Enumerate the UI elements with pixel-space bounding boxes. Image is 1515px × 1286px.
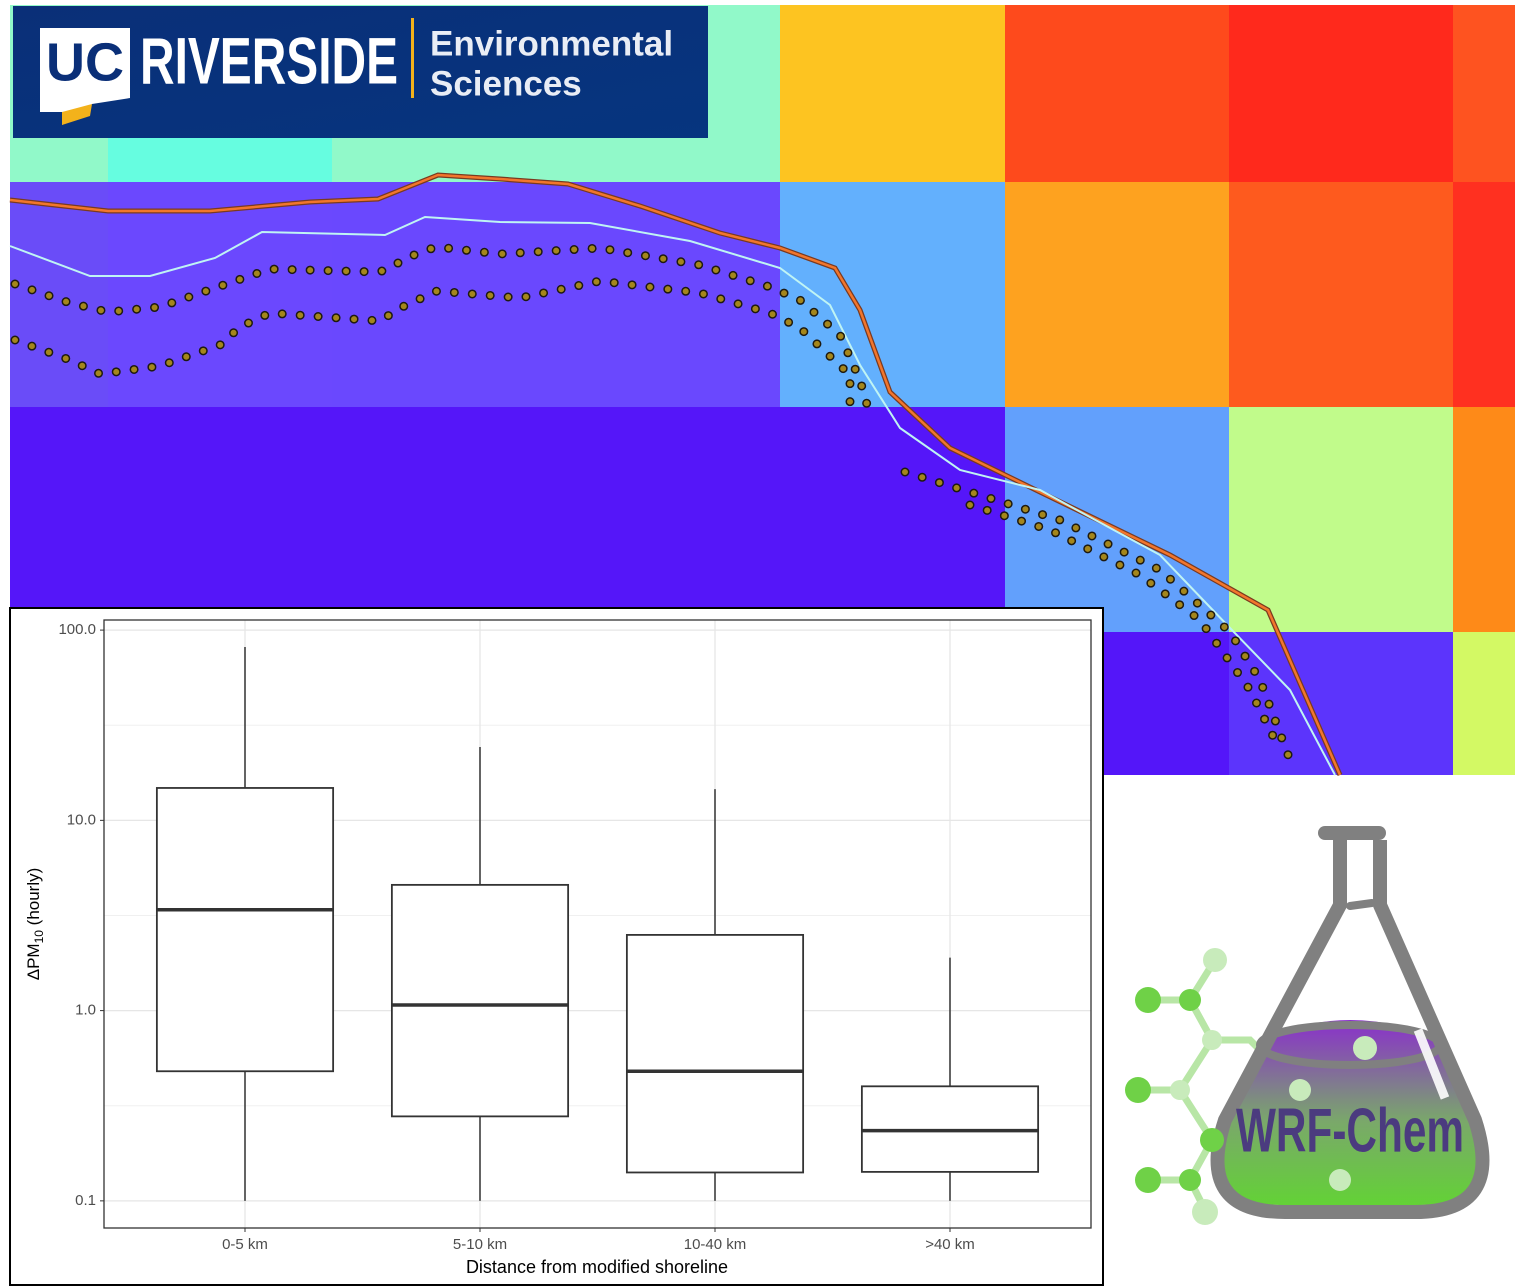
box bbox=[157, 788, 333, 1071]
y-axis-label: ΔPM10 (hourly) bbox=[24, 868, 46, 981]
x-axis-label: Distance from modified shoreline bbox=[466, 1257, 728, 1277]
y-tick-label: 10.0 bbox=[67, 811, 96, 828]
box bbox=[392, 885, 568, 1117]
ucr-logo: UC RIVERSIDE Environmental Sciences bbox=[13, 6, 708, 138]
x-tick-label: 10-40 km bbox=[684, 1236, 747, 1253]
wrf-chem-logo: WRF-Chem bbox=[1125, 826, 1483, 1225]
y-tick-label: 1.0 bbox=[75, 1002, 96, 1019]
campus-name: RIVERSIDE bbox=[140, 23, 398, 97]
y-axis-label-part: ΔPM bbox=[24, 943, 43, 980]
department-name: Sciences bbox=[430, 64, 582, 103]
model-name: WRF-Chem bbox=[1236, 1096, 1464, 1165]
y-axis-label-part: (hourly) bbox=[24, 868, 43, 930]
y-axis-label-sub: 10 bbox=[32, 930, 46, 944]
x-tick-label: 0-5 km bbox=[222, 1236, 268, 1253]
department-name: Environmental bbox=[430, 24, 673, 63]
uc-text: UC bbox=[46, 32, 124, 92]
x-tick-label: 5-10 km bbox=[453, 1236, 507, 1253]
page: UC RIVERSIDE Environmental Sciences WRF-… bbox=[0, 0, 1515, 1286]
chart: Distance from modified shoreline ΔPM10 (… bbox=[9, 607, 1104, 1286]
box bbox=[627, 935, 803, 1173]
y-tick-label: 0.1 bbox=[75, 1192, 96, 1209]
y-tick-label: 100.0 bbox=[58, 621, 96, 638]
x-tick-label: >40 km bbox=[925, 1236, 975, 1253]
